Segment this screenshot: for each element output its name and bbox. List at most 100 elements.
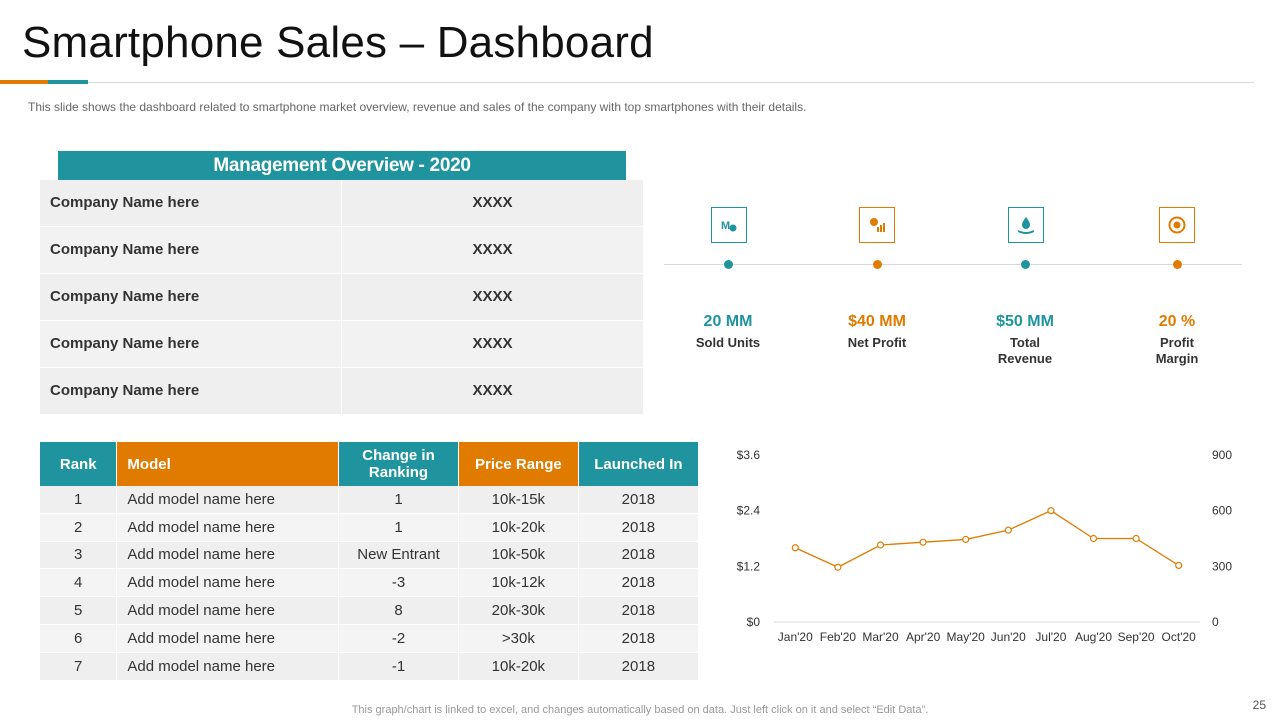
table-row: 1 Add model name here 1 10k-15k 2018: [40, 486, 700, 514]
rank-cell: 6: [40, 624, 118, 653]
x-tick-label: Apr'20: [906, 630, 941, 644]
company-name-cell: Company Name here: [40, 180, 342, 226]
launched-cell: 2018: [578, 596, 700, 625]
data-point: [919, 538, 927, 546]
launched-cell: 2018: [578, 513, 700, 542]
column-header-launched: Launched In: [578, 442, 700, 486]
change-cell: -3: [338, 568, 459, 598]
change-cell: 8: [338, 596, 459, 625]
x-tick-label: Aug'20: [1075, 630, 1112, 644]
y-left-tick-label: $3.6: [737, 448, 761, 462]
kpi-value: $40 MM: [848, 313, 906, 330]
slide-description: This slide shows the dashboard related t…: [28, 100, 807, 114]
model-cell: Add model name here: [116, 568, 340, 598]
price-cell: 10k-15k: [458, 486, 579, 514]
data-point: [834, 563, 842, 571]
company-value-cell: XXXX: [472, 335, 513, 352]
launched-cell: 2018: [578, 541, 700, 570]
management-row: Company Name here XXXX: [40, 274, 643, 321]
kpi-value: $50 MM: [996, 313, 1054, 330]
title-accent-teal: [48, 80, 88, 84]
data-point: [1089, 534, 1098, 543]
kpi-dot: [873, 260, 882, 269]
management-overview-table: Company Name here XXXX Company Name here…: [40, 180, 643, 415]
page-title: Smartphone Sales – Dashboard: [22, 18, 654, 67]
management-row: Company Name here XXXX: [40, 227, 643, 274]
model-cell: Add model name here: [116, 596, 340, 625]
table-row: 6 Add model name here -2 >30k 2018: [40, 624, 700, 653]
model-cell: Add model name here: [116, 652, 340, 681]
company-name-cell: Company Name here: [40, 227, 342, 273]
kpi-net-profit: $40 MM Net Profit: [817, 313, 937, 351]
company-name-cell: Company Name here: [40, 274, 342, 320]
company-value-cell: XXXX: [472, 241, 513, 258]
units-icon: M: [711, 207, 747, 243]
sales-line-chart: $0 $1.2 $2.4 $3.6 0 300 600 900 Jan'20 Feb'20 Mar'…: [710, 440, 1250, 655]
footer-note: This graph/chart is linked to excel, and…: [351, 704, 929, 716]
profit-icon: [859, 207, 895, 243]
price-cell: >30k: [458, 624, 579, 653]
top-models-table: Rank Model Change in Ranking Price Range…: [40, 442, 700, 681]
kpi-value: 20 MM: [703, 313, 753, 330]
x-tick-label: Feb'20: [820, 630, 857, 644]
x-tick-label: Jul'20: [1035, 630, 1066, 644]
kpi-label: Sold Units: [695, 335, 761, 350]
change-cell: 1: [338, 513, 459, 542]
table-row: 2 Add model name here 1 10k-20k 2018: [40, 513, 700, 542]
x-tick-label: Mar'20: [862, 630, 899, 644]
kpi-label: Profit Margin: [1155, 335, 1199, 366]
management-row: Company Name here XXXX: [40, 180, 643, 227]
column-header-change: Change in Ranking: [338, 442, 459, 486]
chart-svg: $0 $1.2 $2.4 $3.6 0 300 600 900 Jan'20 Feb'20 Mar'…: [737, 448, 1233, 644]
revenue-icon: [1008, 207, 1044, 243]
x-tick-label: May'20: [947, 630, 986, 644]
model-cell: Add model name here: [116, 624, 340, 653]
company-value-cell: XXXX: [472, 288, 513, 305]
rank-cell: 7: [40, 652, 118, 681]
x-tick-label: Sep'20: [1118, 630, 1155, 644]
model-cell: Add model name here: [116, 513, 340, 542]
margin-icon: [1159, 207, 1195, 243]
column-header-model: Model: [116, 442, 340, 486]
kpi-timeline-line: [664, 264, 1242, 265]
rank-cell: 4: [40, 568, 118, 598]
x-tick-label: Jun'20: [991, 630, 1026, 644]
data-point: [1047, 507, 1055, 515]
launched-cell: 2018: [578, 652, 700, 681]
y-right-tick-label: 600: [1212, 504, 1232, 518]
data-point: [1132, 534, 1140, 543]
kpi-label: Net Profit: [847, 335, 907, 350]
kpi-dot: [1173, 260, 1182, 269]
launched-cell: 2018: [578, 568, 700, 598]
management-row: Company Name here XXXX: [40, 368, 643, 415]
price-cell: 20k-30k: [458, 596, 579, 625]
series-line: [795, 509, 1180, 568]
company-value-cell: XXXX: [472, 194, 513, 211]
rank-cell: 3: [40, 541, 118, 570]
launched-cell: 2018: [578, 624, 700, 653]
model-cell: Add model name here: [116, 486, 340, 514]
x-tick-label: Jan'20: [778, 630, 813, 644]
column-header-price: Price Range: [458, 442, 579, 486]
management-overview-header: Management Overview - 2020: [58, 151, 626, 180]
company-name-cell: Company Name here: [40, 321, 342, 367]
kpi-value: 20 %: [1158, 313, 1196, 330]
svg-text:M: M: [721, 220, 730, 232]
price-cell: 10k-50k: [458, 541, 579, 570]
title-accent-orange: [0, 80, 48, 84]
change-cell: New Entrant: [338, 541, 459, 570]
y-left-tick-label: $0: [747, 615, 761, 629]
table-row: 4 Add model name here -3 10k-12k 2018: [40, 568, 700, 598]
table-row: 7 Add model name here -1 10k-20k 2018: [40, 652, 700, 681]
change-cell: -1: [338, 652, 459, 681]
y-right-tick-label: 300: [1212, 559, 1232, 573]
change-cell: -2: [338, 624, 459, 653]
rank-cell: 1: [40, 486, 118, 514]
model-cell: Add model name here: [116, 541, 340, 570]
column-header-rank: Rank: [40, 442, 118, 486]
price-cell: 10k-20k: [458, 652, 579, 681]
data-point: [1004, 526, 1012, 534]
launched-cell: 2018: [578, 486, 700, 514]
management-row: Company Name here XXXX: [40, 321, 643, 368]
table-row: 5 Add model name here 8 20k-30k 2018: [40, 596, 700, 625]
